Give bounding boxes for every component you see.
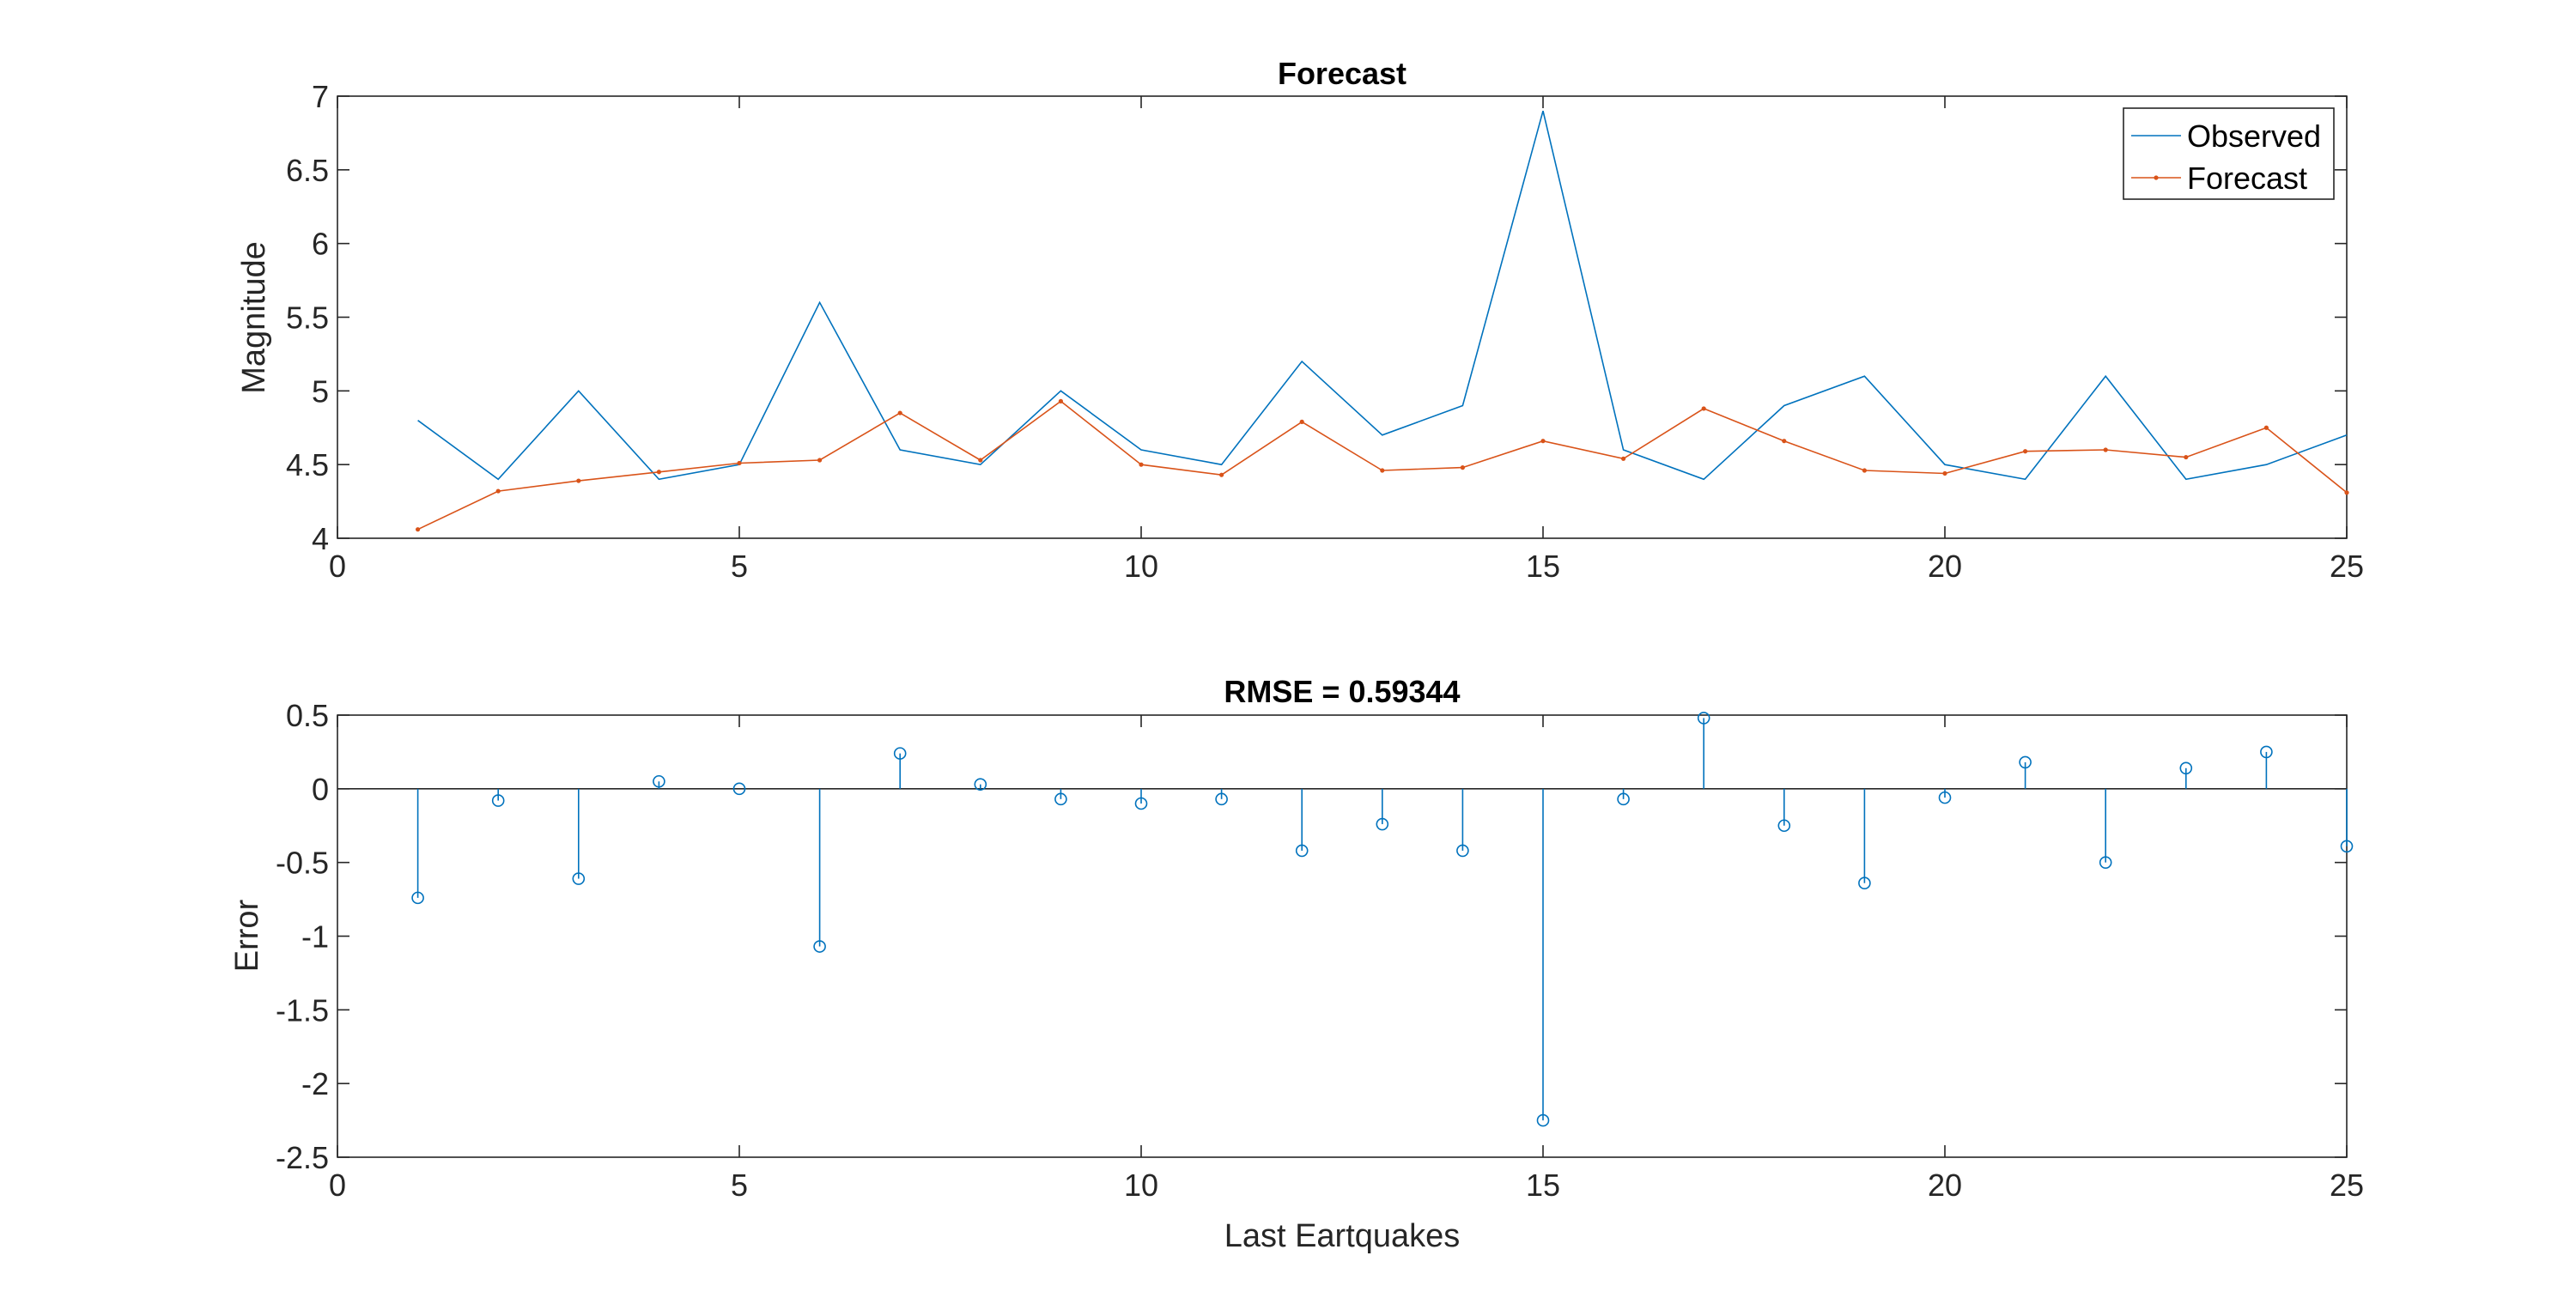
error-y-tick-label: 0.5 [286, 698, 329, 733]
error-y-tick-label: -1 [301, 919, 329, 955]
forecast-point [817, 458, 823, 463]
error-title: RMSE = 0.59344 [1224, 674, 1460, 709]
forecast-point [2023, 449, 2028, 454]
error-x-tick-label: 0 [329, 1168, 346, 1203]
error-x-tick-label: 5 [731, 1168, 748, 1203]
forecast-point [1460, 465, 1465, 470]
forecast-x-tick-label: 20 [1928, 549, 1962, 584]
legend-box [2123, 107, 2335, 200]
forecast-point [1380, 468, 1385, 473]
forecast-point [2344, 490, 2349, 495]
forecast-point [1540, 439, 1546, 444]
forecast-point [2184, 454, 2189, 460]
error-point [1536, 1113, 1550, 1127]
forecast-point [1862, 468, 1867, 473]
forecast-point [2263, 425, 2269, 430]
error-point [1295, 844, 1309, 858]
error-x-tick-label: 10 [1124, 1168, 1158, 1203]
legend-observed-label: Observed [2187, 118, 2321, 154]
error-y-tick-label: -1.5 [276, 992, 329, 1028]
forecast-y-tick-label: 5.5 [286, 300, 329, 336]
forecast-point [495, 488, 501, 494]
error-point [2260, 745, 2273, 759]
error-series [337, 712, 2354, 1127]
forecast-point [1219, 472, 1224, 477]
forecast-point [1058, 398, 1063, 403]
forecast-y-tick-label: 6 [312, 227, 329, 262]
error-point [653, 774, 665, 788]
forecast-plot-area [337, 95, 2348, 539]
forecast-x-tick-label: 0 [329, 549, 346, 584]
error-point [2019, 755, 2032, 769]
forecast-point [1299, 419, 1304, 424]
error-point [1376, 817, 1389, 831]
error-point [572, 872, 586, 885]
forecast-point [1782, 439, 1787, 444]
forecast-y-tick-label: 4.5 [286, 447, 329, 482]
forecast-series [416, 110, 2349, 532]
error-point [893, 747, 907, 760]
forecast-x-tick-label: 5 [731, 549, 748, 584]
error-point [813, 940, 826, 953]
forecast-point [737, 460, 742, 466]
forecast-point [576, 478, 581, 483]
forecast-y-tick-label: 4 [312, 521, 329, 556]
error-point [1938, 791, 1952, 804]
error-x-tick-label: 20 [1928, 1168, 1962, 1203]
error-y-tick-label: -2 [301, 1066, 329, 1101]
legend-forecast-label: Forecast [2187, 161, 2307, 196]
forecast-y-tick-label: 6.5 [286, 153, 329, 188]
forecast-ticks: 0 5 10 15 20 25 4 4.5 5 5.5 6 6.5 7 [286, 79, 2364, 584]
error-point [2099, 856, 2112, 869]
error-point [1777, 819, 1791, 833]
error-y-tick-label: 0 [312, 772, 329, 807]
error-point [491, 794, 505, 807]
error-point [1456, 844, 1469, 858]
forecast-point [2103, 447, 2108, 452]
forecast-point [1942, 470, 1947, 476]
error-point [411, 891, 424, 905]
error-y-axis-label: Error [229, 899, 265, 972]
forecast-y-tick-label: 5 [312, 373, 329, 409]
error-x-tick-label: 15 [1526, 1168, 1560, 1203]
error-point [1215, 792, 1228, 806]
error-plot-area [337, 714, 2348, 1158]
forecast-title: Forecast [1278, 56, 1406, 91]
error-point [1858, 876, 1871, 889]
forecast-subplot: 0 5 10 15 20 25 4 4.5 5 5.5 6 6.5 7 Forecast Magnitu… [236, 56, 2364, 584]
forecast-x-tick-label: 10 [1124, 549, 1158, 584]
error-x-tick-label: 25 [2330, 1168, 2364, 1203]
error-x-axis-label: Last Eartquakes [1224, 1218, 1461, 1254]
error-point [1134, 797, 1148, 810]
error-point [974, 778, 987, 791]
error-point [2340, 840, 2354, 853]
forecast-point [416, 527, 421, 532]
error-point [1697, 712, 1710, 725]
legend-forecast-marker [2154, 175, 2159, 180]
error-subplot: 0 5 10 15 20 25 -2.5 -2 -1.5 -1 -0.5 0 0.5 RMSE = 0.… [229, 674, 2364, 1254]
error-y-tick-label: -0.5 [276, 846, 329, 881]
forecast-point [1701, 406, 1706, 411]
error-point [1617, 792, 1630, 806]
error-ticks: 0 5 10 15 20 25 -2.5 -2 -1.5 -1 -0.5 0 0.5 [276, 698, 2364, 1203]
legend: Observed Forecast [2123, 107, 2335, 200]
error-point [732, 782, 746, 796]
forecast-x-tick-label: 15 [1526, 549, 1560, 584]
forecast-point [1621, 456, 1626, 461]
forecast-point [656, 470, 662, 475]
forecast-point [1139, 462, 1144, 467]
error-y-tick-label: -2.5 [276, 1140, 329, 1175]
forecast-y-tick-label: 7 [312, 79, 329, 114]
forecast-point [978, 458, 983, 463]
error-point [1054, 792, 1067, 806]
forecast-point [897, 410, 902, 416]
error-point [2179, 761, 2193, 775]
forecast-y-axis-label: Magnitude [236, 241, 272, 393]
forecast-x-tick-label: 25 [2330, 549, 2364, 584]
